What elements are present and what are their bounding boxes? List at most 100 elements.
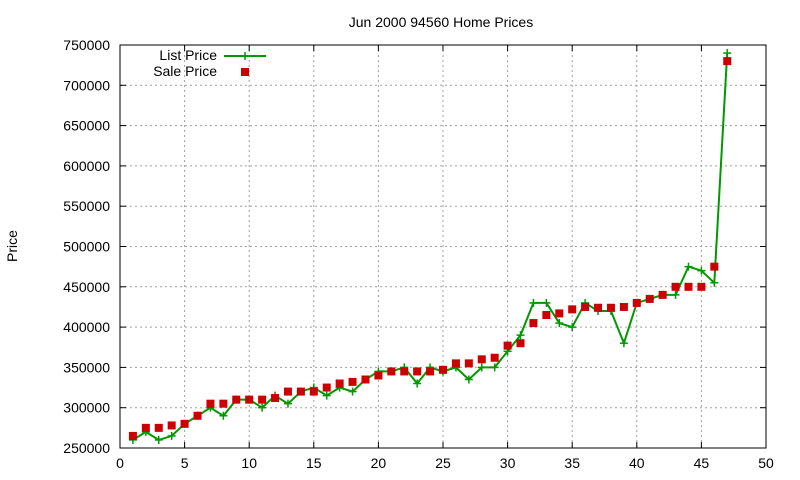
data-point (568, 323, 577, 332)
chart-title: Jun 2000 94560 Home Prices (349, 14, 533, 30)
x-tick-label: 25 (435, 455, 451, 471)
data-point (348, 377, 357, 386)
data-point (723, 57, 732, 66)
data-point (697, 282, 706, 291)
data-point (529, 298, 538, 307)
data-point (167, 421, 176, 430)
data-point (283, 399, 292, 408)
data-point (619, 339, 628, 348)
data-point (322, 391, 331, 400)
data-point (684, 282, 693, 291)
data-point (193, 411, 202, 420)
y-tick-label: 250000 (63, 440, 110, 456)
x-tick-label: 10 (241, 455, 257, 471)
y-tick-label: 450000 (63, 279, 110, 295)
y-tick-label: 400000 (63, 319, 110, 335)
grid (120, 45, 766, 448)
data-point (594, 303, 603, 312)
data-point (542, 298, 551, 307)
data-point (555, 309, 564, 318)
data-point (503, 341, 512, 350)
data-point (451, 359, 460, 368)
data-point (542, 311, 551, 320)
data-point (710, 278, 719, 287)
data-point (671, 290, 680, 299)
data-point (400, 367, 409, 376)
data-point (477, 363, 486, 372)
data-point (671, 282, 680, 291)
y-tick-label: 500000 (63, 239, 110, 255)
y-tick-label: 600000 (63, 158, 110, 174)
y-tick-label: 700000 (63, 77, 110, 93)
data-point (232, 395, 241, 404)
data-point (464, 375, 473, 384)
series-layer (128, 49, 732, 444)
data-point (271, 394, 280, 403)
data-point (413, 379, 422, 388)
data-point (477, 355, 486, 364)
x-tick-label: 35 (564, 455, 580, 471)
data-point (464, 359, 473, 368)
data-point (516, 339, 525, 348)
data-point (413, 367, 422, 376)
data-point (568, 305, 577, 314)
data-point (606, 303, 615, 312)
x-tick-label: 50 (758, 455, 774, 471)
data-point (219, 411, 228, 420)
data-point (697, 266, 706, 275)
data-point (555, 319, 564, 328)
axis-ticks: 2500003000003500004000004500005000005500… (63, 37, 774, 471)
data-point (154, 435, 163, 444)
legend-swatch-sale-price (241, 68, 249, 76)
data-point (619, 302, 628, 311)
data-point (684, 262, 693, 271)
data-point (219, 399, 228, 408)
series-1 (128, 57, 732, 440)
y-tick-label: 650000 (63, 118, 110, 134)
data-point (439, 365, 447, 374)
data-point (128, 431, 137, 440)
data-point (645, 294, 654, 303)
x-tick-label: 40 (629, 455, 645, 471)
data-point (426, 367, 435, 376)
y-axis-label: Price (4, 230, 20, 262)
data-point (490, 353, 499, 362)
data-point (658, 290, 667, 299)
data-point (710, 262, 719, 271)
data-point (180, 419, 189, 428)
data-point (581, 302, 590, 311)
y-tick-label: 550000 (63, 198, 110, 214)
legend: List Price Sale Price (153, 47, 266, 79)
data-point (154, 423, 163, 432)
x-tick-label: 45 (694, 455, 710, 471)
legend-label-list-price: List Price (159, 47, 217, 63)
x-tick-label: 0 (116, 455, 124, 471)
data-point (516, 331, 525, 340)
data-point (258, 403, 267, 412)
data-point (206, 399, 215, 408)
x-tick-label: 30 (500, 455, 516, 471)
data-point (309, 387, 318, 396)
data-point (258, 395, 267, 404)
y-tick-label: 300000 (63, 400, 110, 416)
data-point (283, 387, 292, 396)
data-point (322, 383, 331, 392)
legend-marker-list-price (241, 52, 249, 60)
x-tick-label: 5 (181, 455, 189, 471)
data-point (335, 379, 344, 388)
x-tick-label: 20 (371, 455, 387, 471)
data-point (387, 367, 396, 376)
data-point (296, 387, 305, 396)
data-point (245, 395, 254, 404)
data-point (374, 371, 383, 380)
data-point (529, 319, 538, 328)
data-point (490, 363, 499, 372)
data-point (141, 423, 150, 432)
data-point (167, 431, 176, 440)
y-tick-label: 750000 (63, 37, 110, 53)
data-point (348, 387, 357, 396)
data-point (361, 375, 370, 384)
y-tick-label: 350000 (63, 359, 110, 375)
x-tick-label: 15 (306, 455, 322, 471)
